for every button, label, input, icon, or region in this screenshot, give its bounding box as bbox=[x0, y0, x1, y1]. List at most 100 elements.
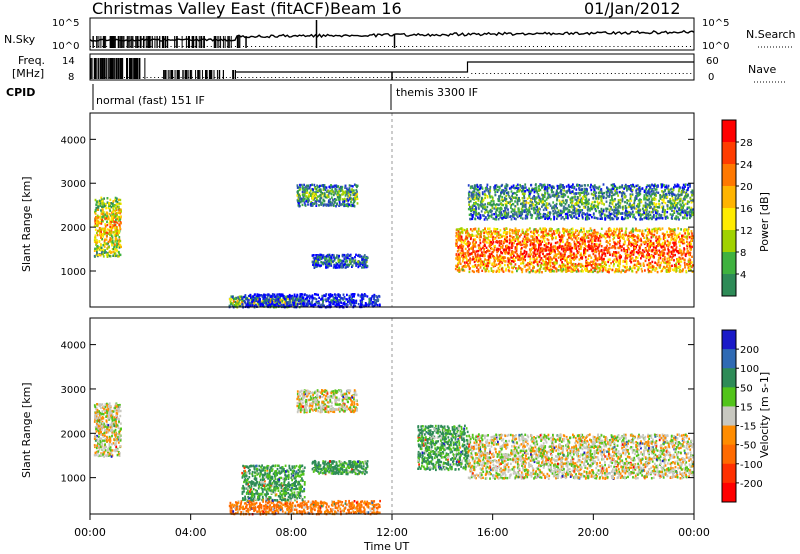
data-cell bbox=[569, 248, 572, 251]
data-cell bbox=[640, 257, 642, 260]
data-cell bbox=[355, 262, 357, 265]
data-cell bbox=[352, 301, 354, 304]
data-cell bbox=[252, 295, 255, 298]
data-cell bbox=[596, 266, 599, 269]
search-noise-dot bbox=[464, 46, 466, 47]
data-cell bbox=[320, 184, 323, 187]
data-cell bbox=[671, 246, 674, 249]
data-cell bbox=[615, 242, 618, 246]
data-cell bbox=[316, 256, 319, 260]
data-cell bbox=[94, 211, 96, 214]
data-cell bbox=[344, 194, 347, 197]
nave-dot bbox=[554, 73, 556, 74]
nave-dot bbox=[195, 77, 197, 78]
data-cell bbox=[664, 248, 666, 251]
data-cell bbox=[484, 227, 486, 230]
data-cell bbox=[498, 240, 501, 243]
data-cell bbox=[114, 196, 117, 200]
data-cell bbox=[632, 230, 634, 233]
data-cell bbox=[681, 234, 683, 237]
data-cell bbox=[461, 260, 464, 263]
data-cell bbox=[232, 302, 234, 305]
data-cell bbox=[232, 300, 235, 303]
data-cell bbox=[474, 227, 477, 230]
data-cell bbox=[585, 259, 588, 262]
data-cell bbox=[496, 239, 498, 243]
data-cell bbox=[340, 203, 343, 206]
data-cell bbox=[351, 185, 354, 188]
data-cell bbox=[531, 235, 534, 239]
nave-dot bbox=[509, 73, 511, 74]
data-cell bbox=[305, 185, 308, 188]
data-cell bbox=[673, 238, 675, 241]
data-cell bbox=[557, 269, 560, 272]
data-cell bbox=[497, 233, 500, 236]
nave-dot bbox=[350, 77, 352, 78]
data-cell bbox=[595, 243, 598, 246]
data-cell bbox=[363, 258, 366, 262]
data-cell bbox=[589, 227, 592, 230]
data-cell bbox=[675, 264, 677, 268]
data-cell bbox=[604, 232, 606, 236]
data-cell bbox=[341, 253, 344, 257]
data-cell bbox=[479, 254, 481, 257]
data-cell bbox=[556, 228, 559, 231]
data-cell bbox=[357, 262, 360, 265]
data-cell bbox=[360, 302, 363, 306]
data-cell bbox=[626, 253, 628, 257]
data-cell bbox=[469, 242, 471, 245]
data-cell bbox=[665, 270, 668, 273]
data-cell bbox=[573, 244, 576, 248]
data-cell bbox=[271, 300, 274, 303]
data-cell bbox=[298, 299, 301, 302]
data-cell bbox=[323, 257, 326, 260]
data-cell bbox=[504, 237, 506, 241]
data-cell bbox=[360, 256, 363, 260]
data-cell bbox=[118, 246, 121, 249]
data-cell bbox=[286, 304, 288, 307]
data-cell bbox=[106, 223, 109, 227]
search-noise-dot bbox=[383, 46, 385, 47]
nave-dot bbox=[516, 73, 518, 74]
data-cell bbox=[601, 253, 604, 257]
data-cell bbox=[459, 239, 462, 242]
data-region-4 bbox=[296, 183, 359, 208]
data-cell bbox=[504, 230, 507, 234]
data-cell bbox=[645, 256, 648, 260]
data-cell bbox=[459, 244, 461, 248]
data-cell bbox=[111, 216, 114, 219]
data-cell bbox=[461, 252, 463, 255]
data-cell bbox=[500, 267, 503, 271]
data-cell bbox=[237, 303, 239, 306]
data-cell bbox=[297, 192, 299, 195]
data-cell bbox=[588, 240, 590, 243]
data-cell bbox=[514, 238, 517, 241]
data-cell bbox=[110, 202, 113, 205]
data-cell bbox=[590, 238, 593, 241]
data-cell bbox=[334, 187, 337, 191]
data-cell bbox=[332, 296, 335, 299]
data-cell bbox=[584, 240, 586, 244]
data-cell bbox=[260, 294, 263, 297]
data-cell bbox=[318, 200, 321, 203]
data-cell bbox=[305, 188, 307, 191]
data-cell bbox=[512, 258, 515, 261]
data-cell bbox=[502, 270, 505, 273]
data-cell bbox=[535, 247, 538, 251]
data-cell bbox=[356, 202, 359, 205]
data-cell bbox=[117, 202, 120, 205]
data-cell bbox=[574, 235, 577, 238]
data-cell bbox=[474, 238, 477, 241]
data-cell bbox=[343, 201, 345, 204]
data-cell bbox=[306, 191, 309, 195]
nave-dot bbox=[671, 73, 673, 74]
data-cell bbox=[309, 189, 312, 192]
data-cell bbox=[281, 301, 284, 304]
data-cell bbox=[108, 254, 111, 258]
data-cell bbox=[378, 295, 381, 298]
search-noise-dot bbox=[303, 46, 305, 47]
data-cell bbox=[691, 236, 694, 240]
search-noise-dot bbox=[122, 46, 124, 47]
data-cell bbox=[115, 208, 118, 211]
data-cell bbox=[336, 254, 338, 257]
